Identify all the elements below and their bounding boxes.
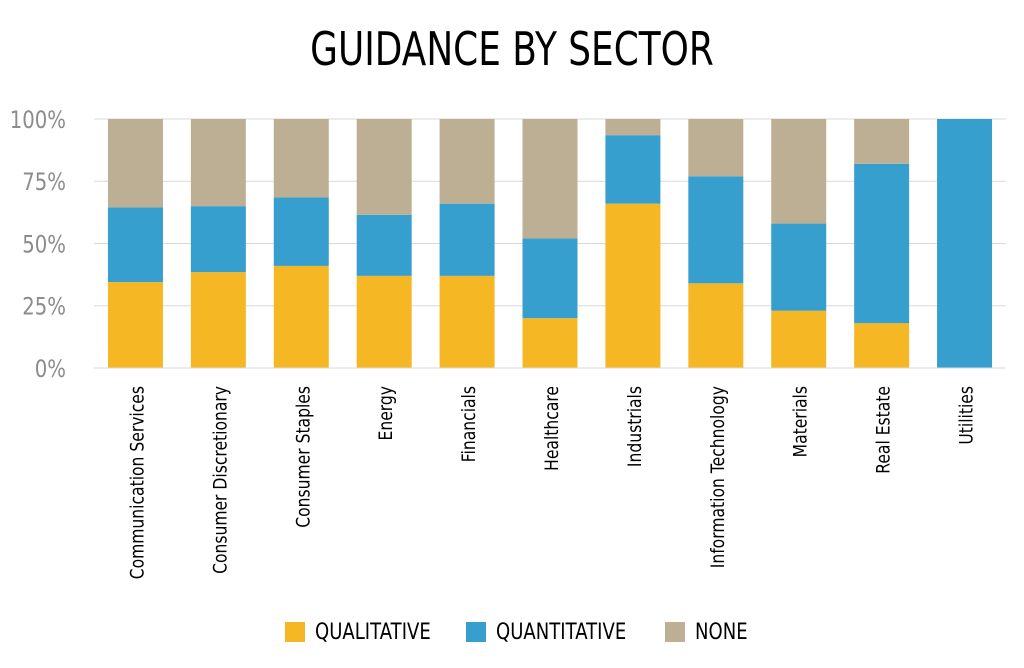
legend-swatch	[284, 622, 305, 642]
y-tick-label: 75%	[22, 169, 66, 196]
y-tick-label: 50%	[22, 232, 66, 259]
bar-segment-quantitative	[107, 207, 163, 283]
bar-segment-quantitative	[439, 203, 495, 276]
x-tick-label: Communication Services	[127, 386, 149, 579]
bar-segment-qualitative	[688, 283, 744, 368]
bar-segment-qualitative	[190, 272, 246, 368]
bar-segment-none	[190, 119, 246, 207]
bar-segment-quantitative	[688, 176, 744, 284]
legend-item: NONE	[664, 620, 748, 645]
x-tick-label: Materials	[790, 386, 812, 457]
bar-segment-qualitative	[107, 282, 163, 368]
bar-segment-quantitative	[937, 119, 993, 368]
bar-segment-none	[688, 119, 744, 177]
bar-segment-none	[273, 119, 329, 198]
bar-segment-qualitative	[854, 323, 910, 368]
plot-area: 0% 25% 50% 75% 100% Communication Services Con…	[10, 107, 1006, 579]
bar-segment-qualitative	[273, 265, 329, 368]
bar-segment-none	[605, 119, 661, 136]
bar-segment-none	[522, 119, 578, 239]
bar-segment-quantitative	[273, 197, 329, 266]
legend-label: QUANTITATIVE	[496, 619, 627, 645]
bar-segment-quantitative	[771, 223, 827, 311]
bar-segment-qualitative	[439, 275, 495, 368]
bar-segment-qualitative	[522, 318, 578, 368]
legend-label: NONE	[694, 619, 748, 645]
bar-segment-none	[771, 119, 827, 224]
y-tick-label: 25%	[22, 294, 66, 321]
bar-segment-none	[439, 119, 495, 204]
x-tick-label: Industrials	[625, 386, 647, 467]
legend-swatch	[466, 622, 487, 642]
x-tick-label: Consumer Discretionary	[210, 386, 232, 574]
legend-item: QUALITATIVE	[284, 619, 436, 645]
chart-title: GUIDANCE BY SECTOR	[310, 22, 714, 76]
y-tick-label: 0%	[35, 356, 66, 383]
bar-segment-none	[107, 119, 163, 208]
legend-item: QUANTITATIVE	[466, 620, 635, 645]
bar-segment-quantitative	[522, 238, 578, 319]
bar-segment-quantitative	[356, 214, 412, 276]
legend-swatch	[664, 622, 685, 642]
x-tick-label: Real Estate	[873, 386, 895, 474]
bar-segment-quantitative	[605, 135, 661, 204]
x-tick-label: Consumer Staples	[293, 386, 315, 528]
bar-segment-none	[854, 119, 910, 164]
bar-segment-quantitative	[854, 163, 910, 324]
legend-label: QUALITATIVE	[314, 619, 431, 645]
x-tick-label: Information Technology	[707, 386, 729, 568]
x-tick-label: Utilities	[956, 386, 978, 445]
bar-segment-quantitative	[190, 206, 246, 273]
bar-segment-none	[356, 119, 412, 215]
y-tick-label: 100%	[10, 107, 66, 134]
x-tick-label: Financials	[459, 386, 481, 462]
x-tick-label: Healthcare	[542, 386, 564, 471]
bar-segment-qualitative	[771, 310, 827, 368]
x-tick-label: Energy	[376, 386, 398, 441]
legend: QUALITATIVE QUANTITATIVE NONE	[0, 614, 1024, 650]
bar-segment-qualitative	[605, 203, 661, 368]
bar-segment-qualitative	[356, 275, 412, 368]
